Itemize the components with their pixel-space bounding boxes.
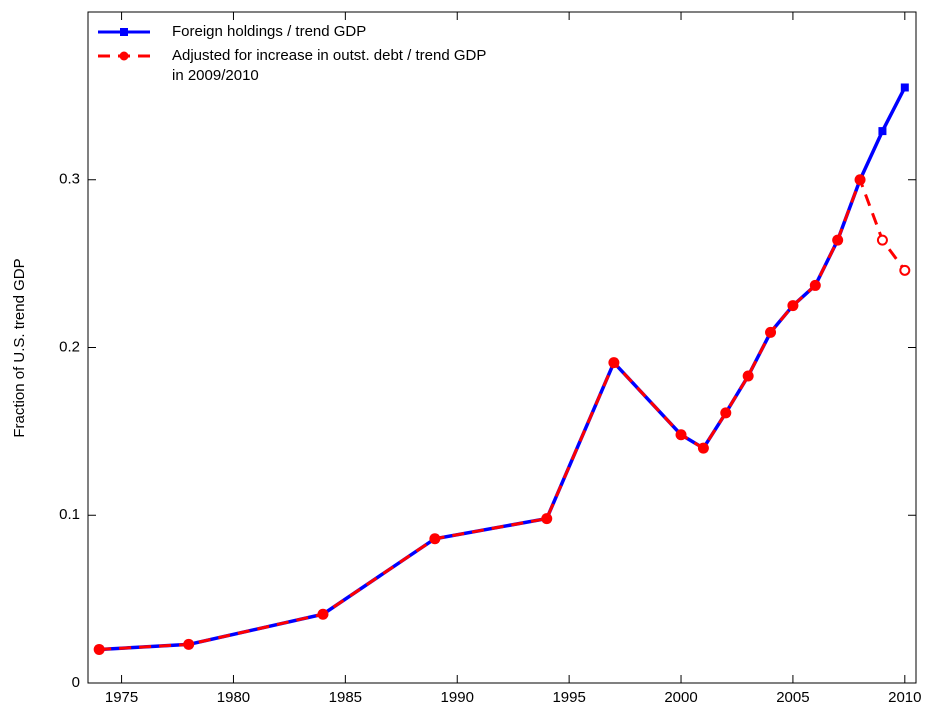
- marker: [876, 234, 888, 246]
- legend-label: Adjusted for increase in outst. debt / t…: [172, 47, 486, 84]
- y-tick-label: 0: [72, 674, 80, 691]
- x-tick-label: 2000: [664, 689, 697, 706]
- marker: [900, 83, 909, 92]
- series: [93, 174, 911, 655]
- legend-label: Foreign holdings / trend GDP: [172, 23, 366, 40]
- marker: [878, 127, 887, 136]
- marker: [832, 234, 844, 246]
- y-tick-label: 0.2: [59, 338, 80, 355]
- y-axis-label: Fraction of U.S. trend GDP: [11, 258, 28, 437]
- x-tick-label: 1990: [441, 689, 474, 706]
- legend-marker: [119, 51, 129, 61]
- line: [99, 86, 907, 652]
- marker: [809, 279, 821, 291]
- marker: [608, 357, 620, 369]
- x-tick-label: 1975: [105, 689, 138, 706]
- line: [99, 175, 907, 651]
- marker: [854, 174, 866, 186]
- x-tick-label: 1995: [552, 689, 585, 706]
- marker: [787, 300, 799, 312]
- legend-marker: [120, 28, 128, 36]
- marker: [183, 638, 195, 650]
- x-tick-label: 1980: [217, 689, 250, 706]
- marker: [697, 442, 709, 454]
- plot-frame: [87, 11, 917, 684]
- marker: [317, 608, 329, 620]
- marker: [93, 643, 105, 655]
- marker: [742, 370, 754, 382]
- marker: [899, 264, 911, 276]
- x-tick-label: 2010: [888, 689, 921, 706]
- marker: [541, 513, 553, 525]
- marker: [720, 407, 732, 419]
- y-tick-label: 0.1: [59, 506, 80, 523]
- marker: [765, 326, 777, 338]
- series: [95, 83, 909, 654]
- x-tick-label: 2005: [776, 689, 809, 706]
- marker: [429, 533, 441, 545]
- x-tick-label: 1985: [329, 689, 362, 706]
- y-tick-label: 0.3: [59, 171, 80, 188]
- marker: [675, 429, 687, 441]
